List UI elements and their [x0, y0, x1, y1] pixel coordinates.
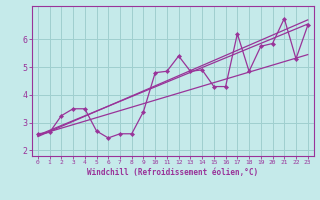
X-axis label: Windchill (Refroidissement éolien,°C): Windchill (Refroidissement éolien,°C) [87, 168, 258, 177]
